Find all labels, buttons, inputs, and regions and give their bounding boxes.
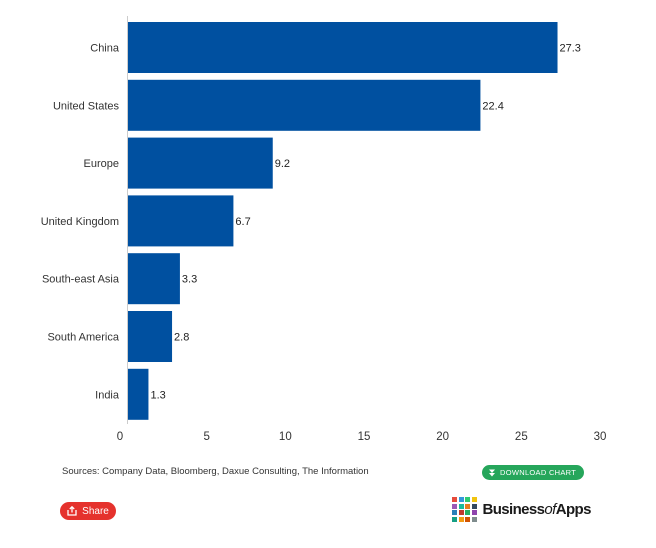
data-label: 9.2 [275,158,290,170]
data-label: 2.8 [174,332,189,344]
data-label: 3.3 [182,274,197,286]
category-label: China [90,43,120,55]
x-tick-label: 20 [436,431,449,443]
category-label: South America [47,332,119,344]
brand-name-part3: Apps [555,500,592,518]
download-chart-label: DOWNLOAD CHART [500,468,577,477]
brand-grid-square [458,497,464,502]
bar-chart: China United States Europe United Kingdom So… [41,16,607,443]
brand-grid-square [471,510,477,515]
bar-3[interactable] [128,195,234,247]
brand-grid-square [465,503,470,509]
category-label: United States [53,100,120,112]
brand-grid-square [471,516,477,522]
x-tick-label: 0 [117,431,123,443]
brand-grid-square [452,516,457,522]
share-label: Share [82,505,109,517]
brand-name-part2: of [544,500,556,518]
data-label: 6.7 [235,216,250,228]
bar-0[interactable] [128,22,558,73]
data-label: 22.4 [482,100,503,112]
brand-logo[interactable]: BusinessofApps [452,497,591,522]
brand-grid-square [471,503,477,509]
x-tick-label: 30 [594,431,607,443]
brand-grid-square [465,497,470,502]
x-tick-label: 10 [279,431,292,443]
category-label: South-east Asia [42,274,120,286]
share-icon [67,506,77,516]
download-icon [489,469,495,476]
brand-name-part1: Business [482,500,546,518]
brand-grid-square [452,503,457,509]
bar-1[interactable] [128,79,481,131]
brand-grid-square [452,497,457,502]
brand-grid-square [465,516,470,522]
brand-grid-square [458,510,464,515]
brand-grid-square [458,516,464,522]
category-label: Europe [84,158,119,170]
bar-6[interactable] [128,368,149,420]
data-label: 1.3 [150,389,165,401]
share-button[interactable]: Share [60,502,116,520]
sources-note: Sources: Company Data, Bloomberg, Daxue … [62,466,369,477]
download-chart-button[interactable]: DOWNLOAD CHART [482,465,585,480]
bar-5[interactable] [128,311,173,362]
data-label: 27.3 [560,43,581,55]
bar-2[interactable] [128,137,273,189]
bar-4[interactable] [128,253,180,305]
brand-grid-square [465,510,470,515]
x-tick-label: 5 [203,431,209,443]
brand-grid-square [452,510,457,515]
brand-name: BusinessofApps [482,500,592,518]
category-label: United Kingdom [41,216,119,228]
x-tick-label: 15 [358,431,371,443]
x-tick-label: 25 [515,431,528,443]
brand-logo-grid-icon [452,497,477,522]
brand-grid-square [458,503,464,509]
brand-grid-square [471,497,477,502]
category-label: India [95,389,120,401]
